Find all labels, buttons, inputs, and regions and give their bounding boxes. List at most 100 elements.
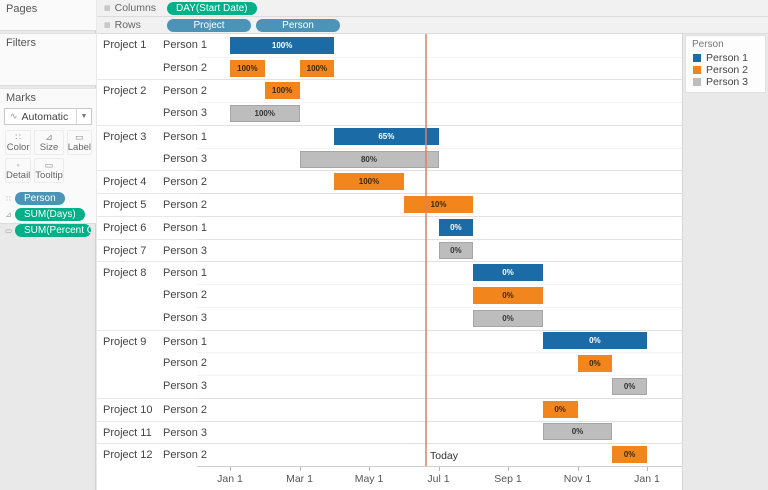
row-header[interactable]: Person 3: [97, 102, 207, 125]
gantt-bar[interactable]: 100%: [299, 59, 335, 77]
gantt-bar[interactable]: 0%: [473, 286, 543, 304]
row-header[interactable]: Project 2 Person 2: [97, 79, 207, 102]
person-label[interactable]: Person 2: [163, 199, 208, 212]
row-header[interactable]: Project 9 Person 1: [97, 329, 207, 353]
gantt-bar[interactable]: 0%: [577, 355, 613, 373]
gantt-bar[interactable]: 100%: [230, 36, 335, 54]
project-label[interactable]: Project 6: [103, 221, 147, 234]
legend-item[interactable]: Person 1: [686, 52, 765, 64]
gantt-bar[interactable]: 100%: [334, 173, 404, 191]
person-label[interactable]: Person 3: [163, 107, 208, 120]
rows-shelf[interactable]: ▦ Rows Project Person: [97, 17, 768, 34]
person-label[interactable]: Person 2: [163, 61, 208, 74]
gantt-bar[interactable]: 0%: [542, 332, 647, 350]
field-pill[interactable]: DAY(Start Date): [167, 1, 257, 15]
row-header[interactable]: Person 2: [97, 284, 207, 307]
gantt-bar[interactable]: 100%: [230, 59, 265, 77]
gantt-bar[interactable]: 0%: [612, 377, 647, 395]
person-label[interactable]: Person 3: [163, 380, 208, 393]
person-label[interactable]: Person 2: [163, 403, 208, 416]
gantt-bar[interactable]: 0%: [438, 218, 474, 236]
columns-pills: DAY(Start Date): [167, 1, 257, 15]
mark-type-icon: ∿: [10, 111, 18, 121]
mark-type-dropdown[interactable]: ∿ Automatic ▼: [4, 108, 92, 125]
marks-pill-row: ⊿ SUM(Days): [2, 208, 94, 221]
person-label[interactable]: Person 2: [163, 289, 208, 302]
field-pill[interactable]: SUM(Days): [15, 208, 85, 221]
rows-pills: Project Person: [167, 18, 340, 32]
marks-button-tooltip[interactable]: ▭ Tooltip: [34, 158, 64, 183]
marks-button-detail[interactable]: ◦ Detail: [5, 158, 32, 183]
row-header[interactable]: Project 11 Person 3: [97, 420, 207, 444]
project-label[interactable]: Project 8: [103, 267, 147, 280]
gantt-bar[interactable]: 100%: [264, 82, 300, 100]
row-header[interactable]: Person 3: [97, 148, 207, 171]
filters-shelf[interactable]: Filters: [0, 33, 96, 86]
gantt-bar[interactable]: 65%: [334, 127, 439, 145]
project-label[interactable]: Project 2: [103, 85, 147, 98]
field-pill[interactable]: Person: [15, 192, 65, 205]
person-label[interactable]: Person 3: [163, 152, 208, 165]
gantt-bar[interactable]: 0%: [473, 264, 543, 282]
person-label[interactable]: Person 1: [163, 221, 208, 234]
project-label[interactable]: Project 10: [103, 403, 153, 416]
row-header[interactable]: Project 6 Person 1: [97, 215, 207, 239]
gantt-bar[interactable]: 0%: [438, 241, 474, 259]
gantt-bar[interactable]: 80%: [299, 150, 439, 168]
row-header[interactable]: Person 2: [97, 57, 207, 80]
row-header[interactable]: Project 3 Person 1: [97, 124, 207, 148]
row-header[interactable]: Person 2: [97, 352, 207, 375]
person-label[interactable]: Person 1: [163, 130, 208, 143]
gantt-bar[interactable]: 0%: [612, 446, 647, 464]
row-header[interactable]: Project 5 Person 2: [97, 193, 207, 216]
gantt-bar[interactable]: 0%: [542, 400, 578, 418]
person-label[interactable]: Person 2: [163, 449, 208, 462]
project-label[interactable]: Project 3: [103, 130, 147, 143]
project-label[interactable]: Project 7: [103, 244, 147, 257]
person-label[interactable]: Person 2: [163, 357, 208, 370]
person-label[interactable]: Person 1: [163, 39, 208, 51]
gantt-bar[interactable]: 100%: [230, 105, 300, 123]
gantt-bar[interactable]: 0%: [473, 309, 543, 327]
marks-button-label[interactable]: ▭ Label: [66, 130, 93, 155]
row-header[interactable]: Person 3: [97, 307, 207, 330]
project-label[interactable]: Project 9: [103, 335, 147, 348]
legend-pane: Person Person 1 Person 2 Person 3: [682, 34, 768, 490]
person-label[interactable]: Person 3: [163, 311, 208, 324]
person-label[interactable]: Person 1: [163, 267, 208, 280]
row-header[interactable]: Project 10 Person 2: [97, 397, 207, 421]
axis-tick: [647, 467, 648, 471]
marks-button-size[interactable]: ⊿ Size: [34, 130, 64, 155]
row-header[interactable]: Project 12 Person 2: [97, 443, 207, 466]
legend-title: Person: [692, 39, 724, 50]
person-label[interactable]: Person 2: [163, 85, 208, 98]
person-label[interactable]: Person 3: [163, 426, 208, 439]
row-header[interactable]: Project 7 Person 3: [97, 238, 207, 262]
chevron-down-icon[interactable]: ▼: [76, 109, 91, 124]
gantt-bar[interactable]: 0%: [542, 423, 613, 441]
field-pill[interactable]: Project: [167, 18, 251, 32]
person-label[interactable]: Person 1: [163, 335, 208, 348]
columns-shelf[interactable]: ▦ Columns DAY(Start Date): [97, 0, 768, 17]
field-pill[interactable]: Person: [256, 18, 340, 32]
row-header[interactable]: Project 1 Person 1: [97, 34, 207, 57]
marks-button-color[interactable]: ∷ Color: [5, 130, 32, 155]
legend-item[interactable]: Person 3: [686, 76, 765, 88]
legend-swatch: [693, 54, 701, 62]
columns-shelf-label: Columns: [114, 2, 157, 14]
row-header[interactable]: Project 8 Person 1: [97, 261, 207, 284]
project-label[interactable]: Project 11: [103, 426, 152, 439]
project-label[interactable]: Project 1: [103, 39, 147, 51]
field-pill[interactable]: SUM(Percent C..: [15, 224, 91, 237]
row-header[interactable]: Project 4 Person 2: [97, 170, 207, 193]
project-label[interactable]: Project 12: [103, 449, 153, 462]
person-label[interactable]: Person 2: [163, 176, 208, 189]
gantt-bar[interactable]: 10%: [403, 196, 474, 214]
project-label[interactable]: Project 4: [103, 176, 147, 189]
project-label[interactable]: Project 5: [103, 199, 147, 212]
today-label: Today: [429, 450, 459, 462]
legend-item[interactable]: Person 2: [686, 64, 765, 76]
person-label[interactable]: Person 3: [163, 244, 208, 257]
row-header[interactable]: Person 3: [97, 375, 207, 398]
pages-shelf[interactable]: Pages: [0, 0, 96, 31]
